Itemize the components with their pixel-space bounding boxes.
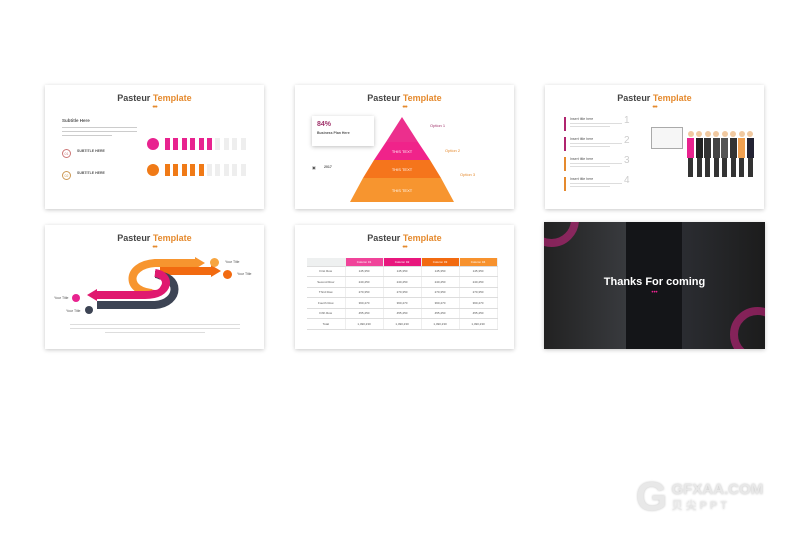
column-header: Column 04 [459,258,498,267]
slide-title: Pasteur Template [367,93,442,103]
dots-decoration: ••• [152,104,157,111]
title-label: Your Title [225,260,240,264]
title-badge [72,294,80,302]
slide-title: Pasteur Template [117,233,192,243]
person-icon [198,164,204,176]
person-figure [695,131,703,179]
person-icon [223,138,229,150]
watermark-logo: G GFXAA.COM 贝尖PPT [636,475,764,519]
level-label: THIS TEXT [392,188,413,193]
table-row: First Row 145,350 145,350 145,350 145,350 [307,266,498,277]
stat-value: 84% [317,121,332,128]
person-icon [207,138,212,150]
number-badge: 01 [62,149,71,158]
arrows-diagram [87,257,221,309]
person-figure [746,131,754,179]
person-icon [190,138,196,150]
person-icon [165,138,170,150]
dots-decoration: ••• [652,104,657,111]
slide-thumbnail-1[interactable]: Pasteur Template ••• Subtitle Here 01 SU… [45,85,264,209]
title-label: Your Title [54,296,69,300]
dots-decoration: ••• [402,104,407,111]
option-label: Option 3 [460,172,476,177]
percent-circle [147,164,159,176]
person-icon [240,138,246,150]
column-header: Column 02 [383,258,422,267]
title-badge [223,270,232,279]
table-row: Total 1,490,230 1,490,230 1,490,230 1,490,23… [307,318,498,330]
table-row: Fifth Row 455,450 455,450 455,450 455,450 [307,308,498,319]
column-header: Column 03 [421,258,460,267]
slide-title: Pasteur Template [617,93,692,103]
stat-card: 84% Business Plan Here [312,116,374,146]
dots-decoration: ••• [152,244,157,251]
dots-decoration: ••• [651,290,658,296]
person-icon [173,164,179,176]
person-icon [207,164,212,176]
person-figure [721,131,728,179]
person-icon [181,164,187,176]
decorative-ring [544,222,579,247]
option-label: Option 2 [445,148,461,153]
calendar-icon: ▣ [312,165,316,170]
person-icon [181,138,187,150]
person-icon [215,164,221,176]
title-badge [85,306,93,314]
slide-thumbnail-4[interactable]: Pasteur Template ••• Your Title Your Tit… [45,225,264,349]
person-icon [165,164,170,176]
presentation-board-icon [651,127,683,149]
item-label: SUBTITLE HERE [77,149,105,153]
option-label: Option 1 [430,123,446,128]
stat-label: Business Plan Here [317,131,350,135]
person-icon [190,164,196,176]
person-figure [738,131,745,179]
businessman-photo [626,222,682,349]
data-table: Column 01 Column 02 Column 03 Column 04 Fir… [307,258,498,330]
person-icon [173,138,179,150]
pyramid-level-3 [363,160,441,178]
dots-decoration: ••• [402,244,407,251]
g-logo-icon: G [636,475,668,519]
slide-title: Pasteur Template [117,93,192,103]
decorative-ring [730,307,765,349]
person-figure [712,131,720,179]
pyramid-level-1 [386,117,418,142]
year-label: 2017 [324,165,332,169]
person-icon [240,164,246,176]
person-icon [223,164,229,176]
person-icon [215,138,221,150]
table-row: Fourth Row 360,470 360,470 360,470 360,470 [307,297,498,309]
slide-thumbnail-2[interactable]: Pasteur Template ••• 84% Business Plan H… [295,85,514,209]
title-label: Your Title [66,309,81,313]
item-label: SUBTITLE HERE [77,171,105,175]
table-row: Second Row 240,450 240,450 240,450 240,450 [307,276,498,288]
table-row: Third Row 270,350 270,350 270,350 270,350 [307,287,498,298]
person-icon [232,164,238,176]
pyramid-level-2 [374,142,430,160]
pyramid-level-4 [350,178,454,202]
percent-circle [147,138,159,150]
thanks-text: Thanks For coming [603,276,706,288]
person-figure [729,131,737,179]
subtitle: Subtitle Here [62,118,90,123]
slide-thumbnail-3[interactable]: Pasteur Template ••• Insert title here 1 I… [545,85,764,209]
slide-thumbnail-5[interactable]: Pasteur Template ••• Column 01 Column 02 C… [295,225,514,349]
pyramid-chart: THIS TEXT THIS TEXT THIS TEXT [350,117,454,202]
level-label: THIS TEXT [392,149,413,154]
person-figure [704,131,711,179]
level-label: THIS TEXT [392,167,413,172]
number-badge: 02 [62,171,71,180]
person-figure [687,131,694,179]
person-icon [232,138,238,150]
slide-title: Pasteur Template [367,233,442,243]
person-icon [198,138,204,150]
title-label: Your Title [237,272,252,276]
column-header: Column 01 [345,258,384,267]
title-badge [210,258,219,267]
slide-thumbnail-6[interactable]: Thanks For coming ••• [544,222,765,349]
